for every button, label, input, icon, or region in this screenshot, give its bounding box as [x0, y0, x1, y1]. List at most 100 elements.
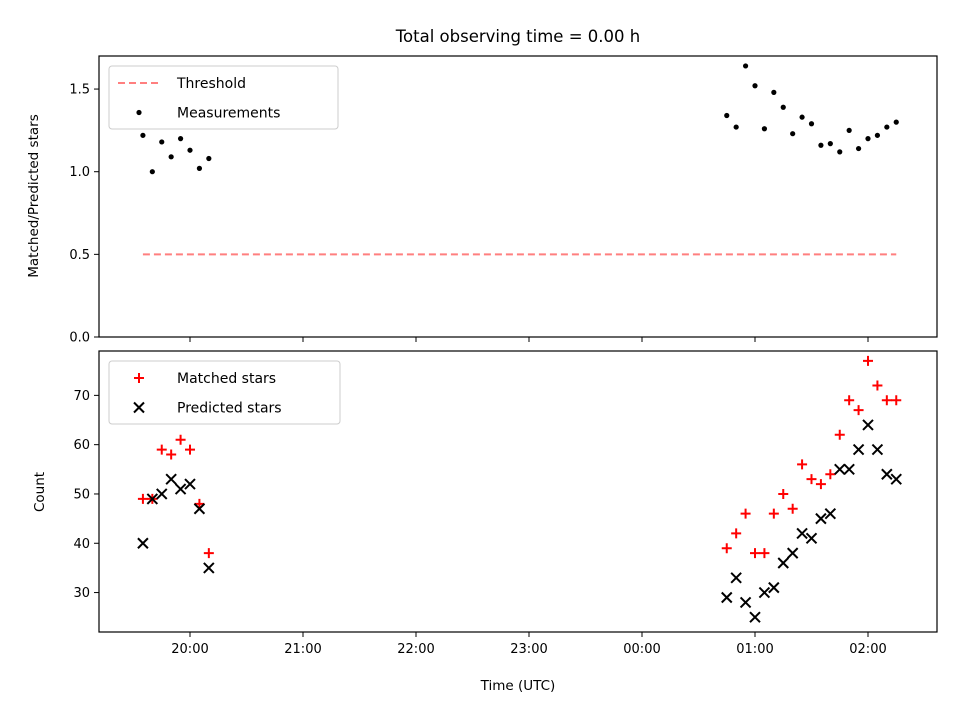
chart1-ytick-label: 40: [73, 537, 90, 552]
chart1-series0-point: [872, 380, 883, 391]
chart1-series1-point: [852, 443, 865, 456]
chart1-series1-point-stroke: [843, 463, 855, 476]
chart1-series0-point: [768, 508, 779, 519]
chart1-series1-point-stroke: [174, 483, 187, 495]
chart1-series0-point: [891, 395, 902, 406]
bottom-chart-counts: Count Time (UTC) 30 40 50 60 70 20:00 21:00 22:…: [32, 350, 938, 694]
chart1-series0-point-stroke: [872, 380, 883, 391]
chart1-xtick-label: 01:00: [736, 642, 773, 657]
chart1-series1-point: [165, 473, 177, 485]
chart1-series0-point: [194, 498, 205, 509]
chart0-series0-point: [187, 147, 193, 153]
chart0-series0-point: [846, 127, 852, 133]
chart1-ytick-label: 50: [73, 487, 90, 502]
chart1-series0-point-stroke: [787, 503, 798, 514]
chart1-legend-swatch-stroke: [134, 373, 144, 383]
chart1-series1-point: [739, 596, 752, 609]
chart1-series1-point-stroke: [852, 443, 865, 456]
chart1-series1-point-stroke: [871, 443, 884, 456]
chart1-series0-point: [815, 479, 826, 490]
chart0-series0-point: [196, 165, 203, 171]
chart0-series0-point: [790, 131, 796, 137]
chart0-series0-point: [827, 141, 833, 147]
top-chart-title: Total observing time = 0.00 h: [395, 27, 640, 46]
chart1-series1-point: [768, 581, 780, 594]
chart0-series0-point: [752, 83, 758, 89]
chart0-series0-point: [884, 124, 890, 130]
chart1-series0-point: [825, 469, 836, 480]
chart1-series0-point-stroke: [166, 449, 177, 460]
chart1-series0-point-stroke: [797, 459, 808, 470]
chart1-series1-point-stroke: [834, 463, 846, 476]
chart1-series0-point: [185, 444, 195, 455]
chart1-series0-point: [166, 449, 177, 460]
chart1-legend-swatch: [133, 401, 145, 414]
chart1-series0-point-stroke: [194, 498, 205, 509]
chart1-series1-point: [721, 591, 733, 604]
chart1-series1-point-stroke: [796, 527, 808, 540]
chart1-series0-point: [740, 508, 751, 519]
chart0-series0-point: [177, 136, 184, 142]
chart1-series1-point: [184, 478, 196, 490]
chart1-series1-point-stroke: [862, 419, 874, 431]
chart1-series1-point-stroke: [203, 562, 215, 574]
chart1-series1-point-stroke: [768, 581, 780, 594]
chart1-series0-point-stroke: [175, 434, 186, 445]
chart0-series0-point: [771, 89, 777, 95]
top-chart-ylabel: Matched/Predicted stars: [26, 114, 42, 277]
chart1-series1-point-stroke: [786, 547, 799, 559]
chart0-series0-point: [855, 145, 862, 152]
chart0-series0-point: [837, 149, 843, 155]
chart1-series1-point: [758, 586, 771, 599]
chart0-series0-point: [149, 169, 155, 175]
chart1-series0-point: [844, 395, 855, 406]
chart1-series1-point-stroke: [165, 473, 177, 485]
chart0-legend-label: Measurements: [177, 106, 280, 122]
chart0-series0-point: [733, 124, 739, 130]
chart1-series0-point-stroke: [750, 548, 760, 559]
chart1-series0-point: [175, 434, 186, 445]
chart1-legend-swatch: [134, 373, 144, 383]
chart1-series0-point-stroke: [721, 543, 732, 554]
chart1-ytick-label: 70: [73, 389, 90, 404]
bottom-chart-ylabel: Count: [32, 472, 48, 512]
chart1-series0-point: [203, 548, 214, 559]
chart0-legend-box: [108, 65, 339, 130]
chart1-series1-point-stroke: [137, 537, 149, 549]
chart1-series0-point-stroke: [759, 548, 770, 559]
chart1-series1-point: [843, 463, 855, 476]
chart1-series0-point-stroke: [731, 528, 742, 539]
bottom-chart-legend: Matched stars Predicted stars: [108, 360, 341, 425]
chart0-ytick-label: 1.0: [69, 165, 90, 180]
chart1-series1-point: [871, 443, 884, 456]
chart1-series1-point-stroke: [184, 478, 196, 490]
top-chart-frame: [98, 55, 938, 338]
chart1-series1-point-stroke: [730, 572, 742, 584]
chart1-series0-point: [834, 429, 845, 440]
chart1-series1-point-stroke: [146, 493, 159, 505]
chart0-legend-label: Threshold: [176, 76, 246, 92]
chart1-series0-point-stroke: [778, 488, 789, 499]
chart0-series0-point: [724, 112, 730, 119]
chart1-series0-point: [806, 474, 817, 485]
chart0-series0-point: [818, 142, 824, 148]
chart1-series0-point-stroke: [815, 479, 826, 490]
chart1-series1-point-stroke: [805, 532, 818, 545]
chart0-series0-point: [808, 121, 815, 127]
chart1-xtick-label: 22:00: [397, 642, 434, 657]
chart0-series0-point: [865, 136, 871, 142]
chart0-series0-point: [168, 154, 174, 160]
chart1-series1-point: [749, 611, 761, 623]
chart1-series1-point-stroke: [777, 557, 789, 569]
chart1-series1-point: [137, 537, 149, 549]
chart1-series1-point: [203, 562, 215, 574]
chart1-series0-point-stroke: [825, 469, 836, 480]
chart1-xtick-label: 20:00: [171, 642, 208, 657]
chart0-series0-point: [799, 114, 805, 120]
chart1-series1-point: [805, 532, 818, 545]
chart1-series0-point: [156, 444, 167, 455]
chart0-series0-point: [893, 119, 899, 125]
chart1-xtick-label: 00:00: [623, 642, 660, 657]
chart1-series0-point-stroke: [844, 395, 855, 406]
chart1-series0-point-stroke: [863, 355, 873, 366]
